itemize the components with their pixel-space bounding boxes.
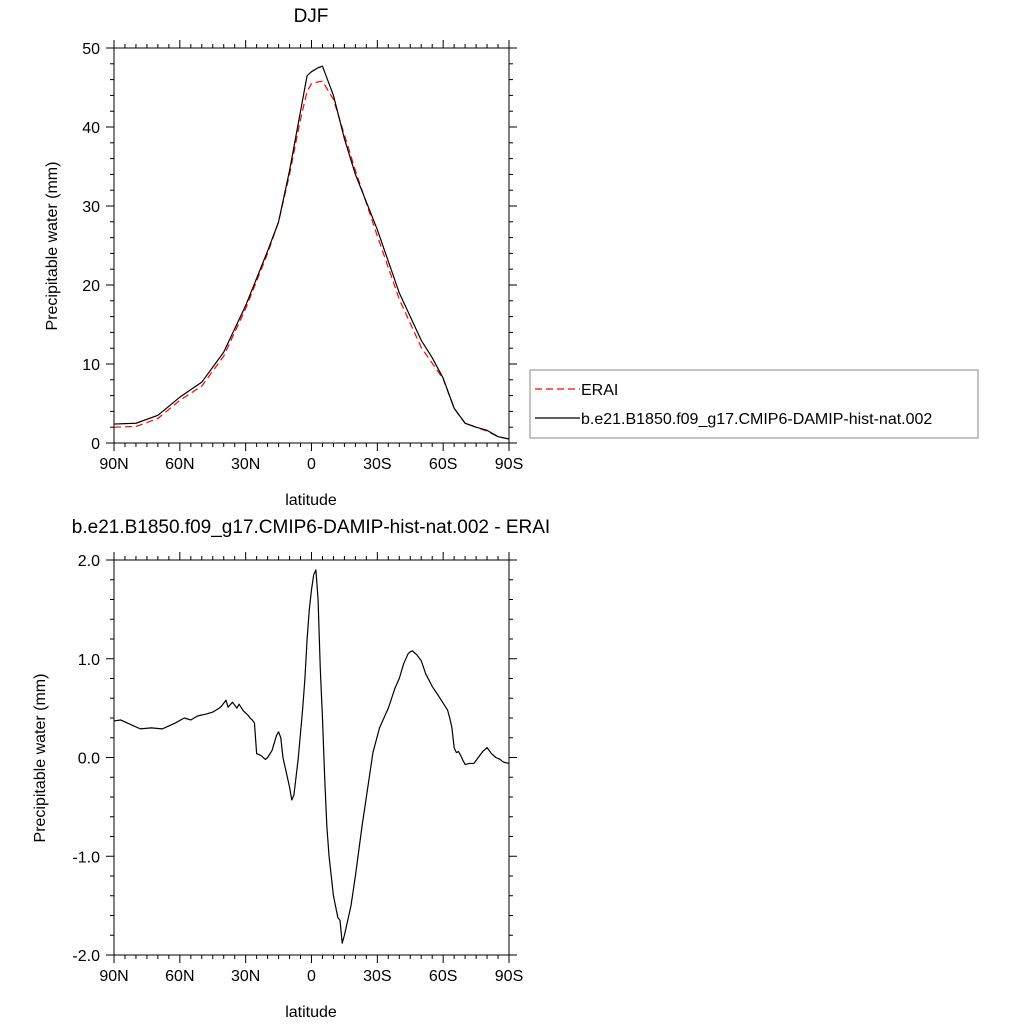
x-tick-label: 60S <box>429 968 457 985</box>
x-tick-label: 60S <box>429 456 457 473</box>
y-axis-label: Precipitable water (mm) <box>32 674 49 843</box>
x-tick-label: 90S <box>495 968 523 985</box>
x-tick-label: 30S <box>363 456 391 473</box>
x-tick-label: 30S <box>363 968 391 985</box>
x-tick-label: 90S <box>495 456 523 473</box>
series-lines <box>113 65 510 440</box>
legend-label-model: b.e21.B1850.f09_g17.CMIP6-DAMIP-hist-nat… <box>581 411 932 428</box>
x-tick-label: 90N <box>99 968 128 985</box>
y-tick-label: 10 <box>82 357 100 374</box>
y-tick-label: 20 <box>82 278 100 295</box>
series-lines <box>113 569 510 944</box>
y-tick-label: 1.0 <box>78 652 100 669</box>
chart-title: DJF <box>294 6 329 27</box>
chart-title: b.e21.B1850.f09_g17.CMIP6-DAMIP-hist-nat… <box>72 517 550 538</box>
tick-marks <box>106 552 517 963</box>
legend-box <box>529 369 979 439</box>
y-axis-label: Precipitable water (mm) <box>44 162 61 331</box>
series-line-difference <box>113 569 510 944</box>
y-tick-label: 30 <box>82 199 100 216</box>
y-tick-label: 2.0 <box>78 553 100 570</box>
series-line-erai <box>113 80 510 440</box>
y-tick-label: 0 <box>91 436 100 453</box>
x-tick-labels: 90N 60N 30N 0 30S 60S 90S <box>99 968 523 985</box>
plot-frame <box>113 559 510 956</box>
y-tick-labels: -2.0 -1.0 0.0 1.0 2.0 <box>72 553 100 965</box>
y-tick-label: 40 <box>82 120 100 137</box>
series-line-model <box>113 65 510 440</box>
x-tick-label: 90N <box>99 456 128 473</box>
x-axis-label: latitude <box>285 1004 337 1021</box>
x-tick-label: 0 <box>307 456 316 473</box>
x-tick-label: 30N <box>231 456 260 473</box>
difference-panel: b.e21.B1850.f09_g17.CMIP6-DAMIP-hist-nat… <box>32 517 550 1021</box>
y-tick-labels: 0 10 20 30 40 50 <box>82 41 100 453</box>
plot-frame <box>113 47 510 444</box>
x-tick-labels: 90N 60N 30N 0 30S 60S 90S <box>99 456 523 473</box>
legend: ERAI b.e21.B1850.f09_g17.CMIP6-DAMIP-his… <box>529 369 979 439</box>
tick-marks <box>106 40 517 451</box>
x-tick-label: 60N <box>165 456 194 473</box>
legend-label-erai: ERAI <box>581 382 618 399</box>
djf-panel: DJF 90N 60N 30N 0 30S 60S 90S 0 10 20 30 40 50 lati… <box>44 6 979 509</box>
y-tick-label: -2.0 <box>72 948 100 965</box>
x-axis-label: latitude <box>285 492 337 509</box>
y-tick-label: -1.0 <box>72 849 100 866</box>
x-tick-label: 60N <box>165 968 194 985</box>
x-tick-label: 30N <box>231 968 260 985</box>
y-tick-label: 0.0 <box>78 751 100 768</box>
y-tick-label: 50 <box>82 41 100 58</box>
x-tick-label: 0 <box>307 968 316 985</box>
